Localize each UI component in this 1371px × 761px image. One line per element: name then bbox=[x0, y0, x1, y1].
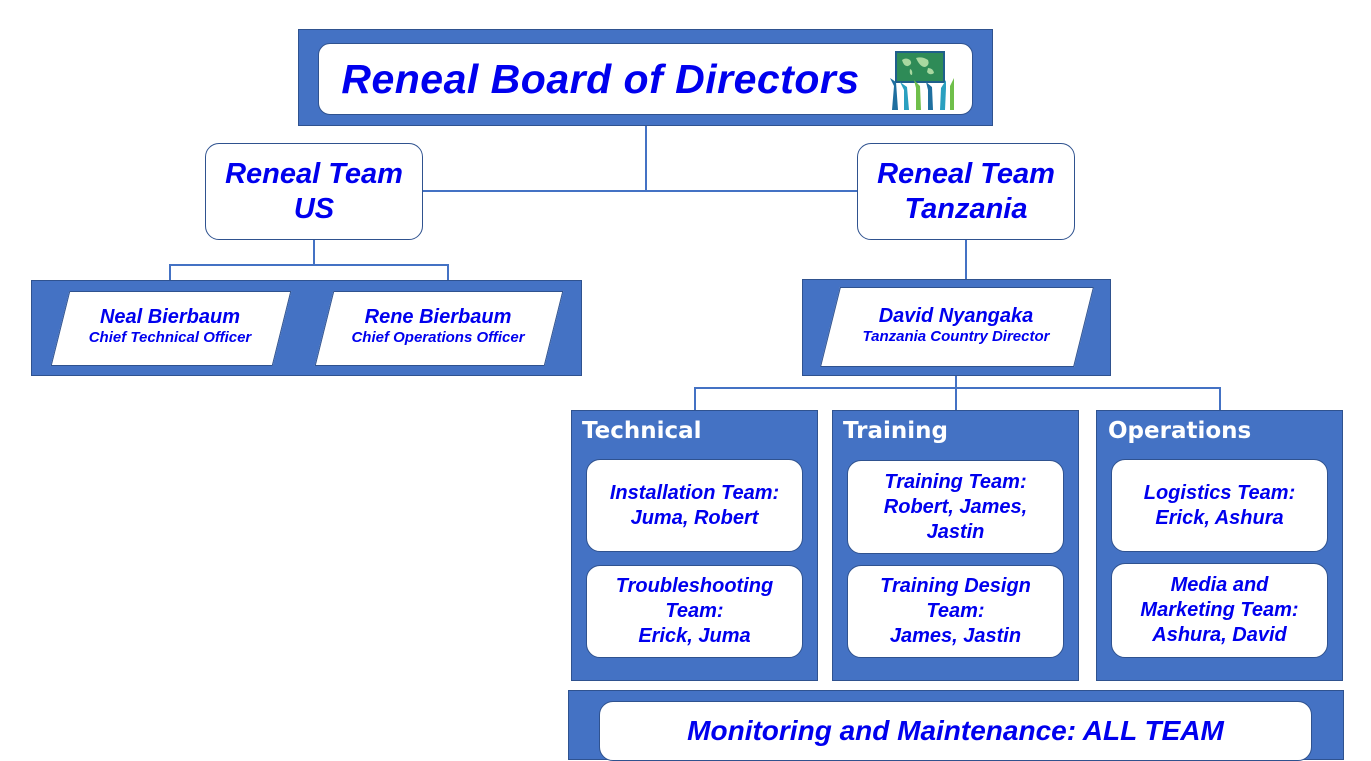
world-map-hands-icon bbox=[890, 51, 954, 110]
person-david: David Nyangaka Tanzania Country Director bbox=[830, 305, 1082, 347]
team-card-media-marketing: Media and Marketing Team: Ashura, David bbox=[1111, 563, 1328, 658]
connector-board-down bbox=[645, 125, 647, 191]
connector-us-left-drop bbox=[169, 264, 171, 281]
board-box: Reneal Board of Directors bbox=[298, 29, 993, 126]
dept-operations-title: Operations bbox=[1108, 418, 1252, 444]
team-card-logistics: Logistics Team: Erick, Ashura bbox=[1111, 459, 1328, 552]
person-rene: Rene Bierbaum Chief Operations Officer bbox=[324, 306, 552, 348]
connector-tz-down bbox=[965, 238, 967, 280]
team-card-training-design: Training Design Team: James, Jastin bbox=[847, 565, 1064, 658]
monitoring-card: Monitoring and Maintenance: ALL TEAM bbox=[599, 701, 1312, 761]
person-name: Rene Bierbaum bbox=[364, 306, 512, 328]
connector-dept-technical-drop bbox=[694, 387, 696, 411]
person-name: David Nyangaka bbox=[878, 305, 1034, 327]
board-title: Reneal Board of Directors bbox=[341, 55, 860, 102]
person-role: Chief Operations Officer bbox=[351, 329, 525, 346]
person-role: Chief Technical Officer bbox=[88, 329, 252, 346]
connector-dept-operations-drop bbox=[1219, 387, 1221, 411]
person-role: Tanzania Country Director bbox=[862, 328, 1050, 345]
connector-us-horizontal bbox=[169, 264, 449, 266]
dept-technical-title: Technical bbox=[582, 418, 702, 444]
board-title-card: Reneal Board of Directors bbox=[318, 43, 973, 115]
connector-teams-horizontal bbox=[421, 190, 859, 192]
connector-director-down bbox=[955, 375, 957, 388]
person-name: Neal Bierbaum bbox=[99, 306, 241, 328]
team-card-training: Training Team: Robert, James, Jastin bbox=[847, 460, 1064, 554]
team-tanzania-card: Reneal Team Tanzania bbox=[857, 143, 1075, 240]
connector-dept-horizontal bbox=[694, 387, 1221, 389]
connector-dept-training-drop bbox=[955, 387, 957, 411]
team-card-troubleshooting: Troubleshooting Team: Erick, Juma bbox=[586, 565, 803, 658]
dept-training-title: Training bbox=[843, 418, 949, 444]
connector-us-down bbox=[313, 238, 315, 265]
connector-us-right-drop bbox=[447, 264, 449, 281]
team-us-label: Reneal Team US bbox=[225, 157, 403, 225]
monitoring-label: Monitoring and Maintenance: ALL TEAM bbox=[687, 715, 1224, 746]
monitoring-box: Monitoring and Maintenance: ALL TEAM bbox=[568, 690, 1344, 761]
team-card-installation: Installation Team: Juma, Robert bbox=[586, 459, 803, 552]
team-tanzania-label: Reneal Team Tanzania bbox=[877, 157, 1055, 225]
team-us-card: Reneal Team US bbox=[205, 143, 423, 240]
person-neal: Neal Bierbaum Chief Technical Officer bbox=[60, 306, 280, 348]
